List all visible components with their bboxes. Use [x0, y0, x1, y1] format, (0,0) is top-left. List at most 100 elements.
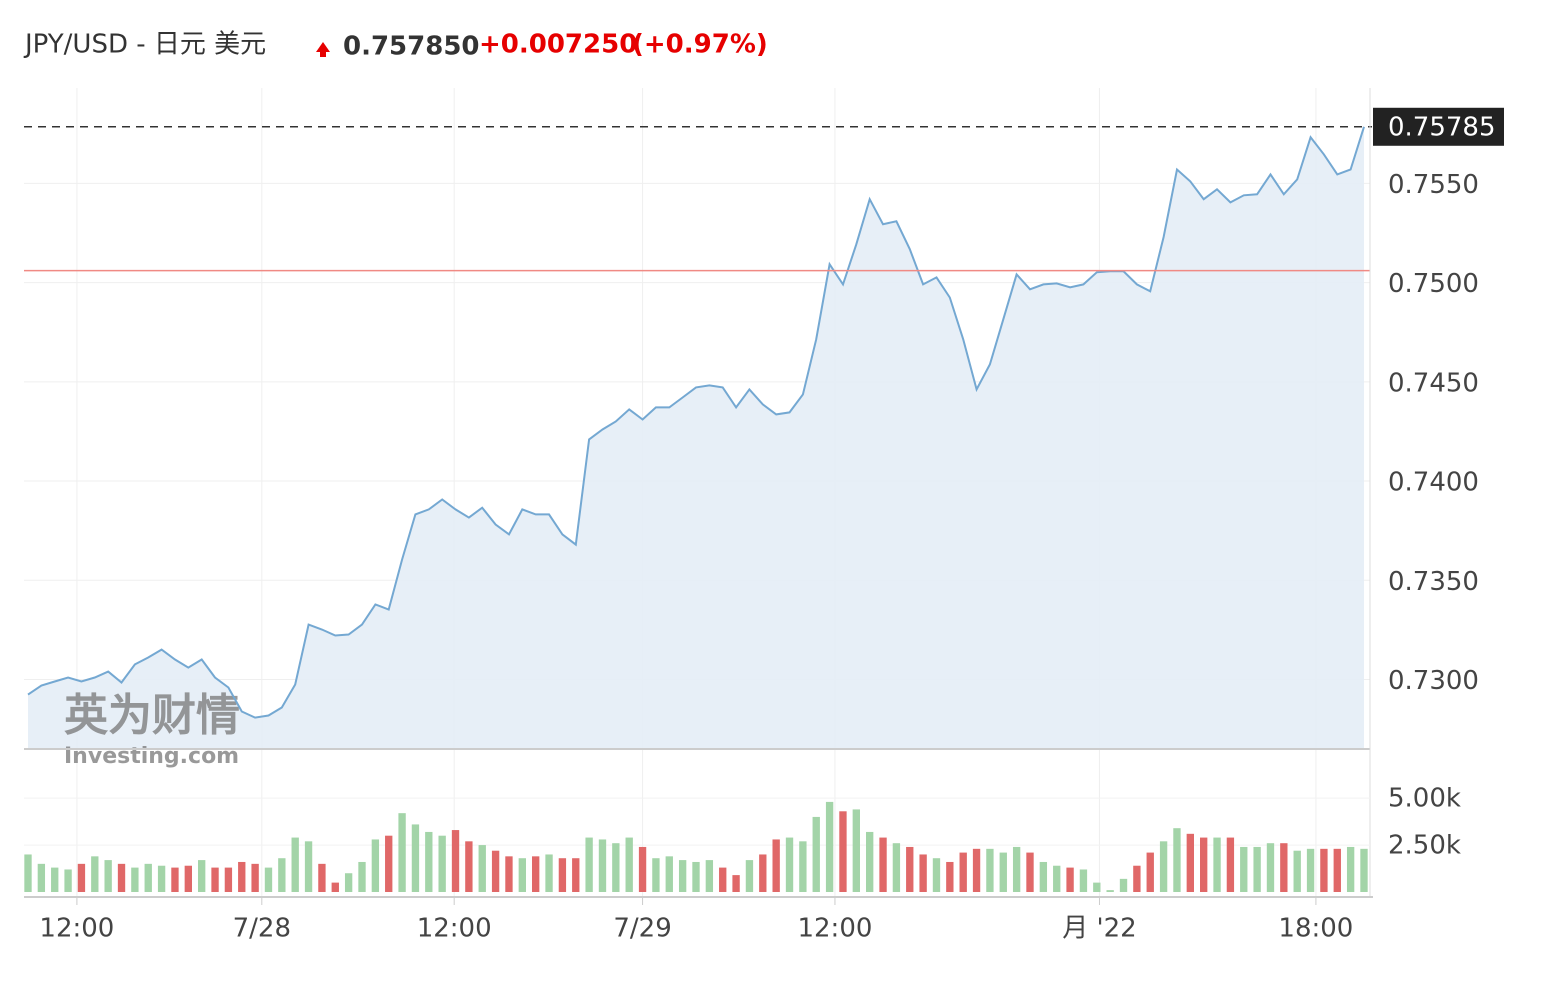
- volume-bar: [946, 861, 954, 892]
- x-tick-label: 月 '22: [1062, 914, 1137, 944]
- volume-bar: [398, 813, 406, 892]
- volume-bar: [1360, 848, 1368, 892]
- volume-bar: [1173, 828, 1181, 892]
- volume-bar: [37, 863, 46, 892]
- volume-bar: [1026, 852, 1034, 892]
- volume-bar: [505, 856, 513, 892]
- volume-bar: [1253, 846, 1261, 892]
- volume-bar: [585, 837, 593, 892]
- x-tick-label: 7/28: [233, 914, 291, 944]
- y-tick-label: 0.7350: [1388, 567, 1479, 597]
- volume-bar: [1093, 882, 1101, 892]
- volume-bar: [732, 875, 740, 892]
- volume-bar: [986, 848, 994, 892]
- last-price: 0.757850: [343, 32, 480, 62]
- volume-bar: [117, 863, 126, 892]
- volume-bar: [198, 860, 206, 892]
- volume-bar: [77, 863, 86, 892]
- volume-bar: [1159, 841, 1168, 892]
- volume-bar: [51, 867, 59, 892]
- volume-bar: [745, 860, 754, 892]
- y-tick-label: 0.7400: [1388, 468, 1479, 498]
- volume-bar: [331, 882, 339, 892]
- volume-bar: [1226, 837, 1235, 892]
- volume-bar: [1146, 852, 1154, 892]
- volume-bar: [425, 831, 433, 892]
- volume-bar: [839, 811, 847, 892]
- volume-tick-label: 5.00k: [1388, 784, 1461, 814]
- volume-bar: [491, 850, 500, 892]
- volume-bar: [1012, 846, 1021, 892]
- volume-bar: [438, 835, 446, 892]
- volume-bar: [825, 801, 834, 892]
- x-tick-label: 12:00: [39, 914, 114, 944]
- volume-bar: [1039, 861, 1048, 892]
- y-tick-label: 0.7550: [1388, 170, 1479, 200]
- volume-bar: [385, 835, 393, 892]
- volume-bar: [612, 843, 620, 892]
- y-tick-label: 0.7500: [1388, 269, 1479, 299]
- volume-bar: [1106, 890, 1114, 892]
- volume-bar: [1053, 865, 1061, 892]
- volume-bar: [1240, 846, 1248, 892]
- volume-bar: [799, 841, 807, 892]
- volume-bar: [852, 809, 860, 892]
- volume-bar: [1306, 848, 1315, 892]
- y-tick-label: 0.7450: [1388, 368, 1479, 398]
- volume-bar: [184, 865, 192, 892]
- volume-bar: [91, 856, 99, 892]
- volume-bar: [906, 846, 914, 892]
- volume-bar: [1186, 833, 1194, 892]
- volume-bar: [24, 854, 32, 892]
- volume-bar: [772, 839, 780, 892]
- volume-tick-label: 2.50k: [1388, 831, 1461, 861]
- volume-bar: [719, 867, 727, 892]
- volume-bar: [1213, 837, 1221, 892]
- volume-bar: [932, 858, 941, 892]
- volume-bar: [692, 861, 700, 892]
- volume-bar: [304, 841, 313, 892]
- volume-bar: [598, 839, 607, 892]
- volume-bar: [785, 837, 794, 892]
- volume-bar: [652, 858, 660, 892]
- volume-bar: [251, 863, 259, 892]
- volume-bar: [665, 856, 673, 892]
- volume-bar: [892, 843, 901, 892]
- volume-bar: [264, 867, 273, 892]
- volume-bar: [678, 860, 687, 892]
- change-percent: (+0.97%): [632, 30, 768, 60]
- price-line: [27, 126, 1365, 719]
- chart-title: JPY/USD - 日元 美元: [23, 30, 266, 60]
- up-arrow: [316, 42, 330, 57]
- volume-bar: [1119, 878, 1128, 892]
- volume-bar: [1200, 837, 1208, 892]
- volume-bar: [999, 852, 1007, 892]
- volume-bar: [879, 837, 887, 892]
- volume-bar: [291, 837, 299, 892]
- volume-bar: [344, 873, 353, 892]
- volume-bar: [919, 854, 927, 892]
- change: +0.007250: [479, 30, 637, 60]
- volume-bar: [211, 867, 219, 892]
- volume-bar: [866, 831, 874, 892]
- volume-bar: [972, 848, 981, 892]
- volume-bar: [518, 858, 526, 892]
- volume-bar: [532, 856, 540, 892]
- volume-bar: [465, 841, 473, 892]
- volume-bar: [625, 837, 633, 892]
- volume-bar: [812, 816, 820, 892]
- x-tick-label: 12:00: [417, 914, 492, 944]
- watermark: Investing.com: [64, 744, 239, 769]
- volume-bar: [224, 867, 233, 892]
- price-area: [28, 126, 1364, 750]
- volume-bar: [157, 865, 166, 892]
- volume-bar: [278, 858, 286, 892]
- volume-bar: [104, 860, 112, 892]
- volume-bar: [1320, 848, 1328, 892]
- volume-bar: [1066, 867, 1074, 892]
- volume-bar: [318, 863, 326, 892]
- x-tick-label: 18:00: [1278, 914, 1353, 944]
- volume-bar: [545, 854, 553, 892]
